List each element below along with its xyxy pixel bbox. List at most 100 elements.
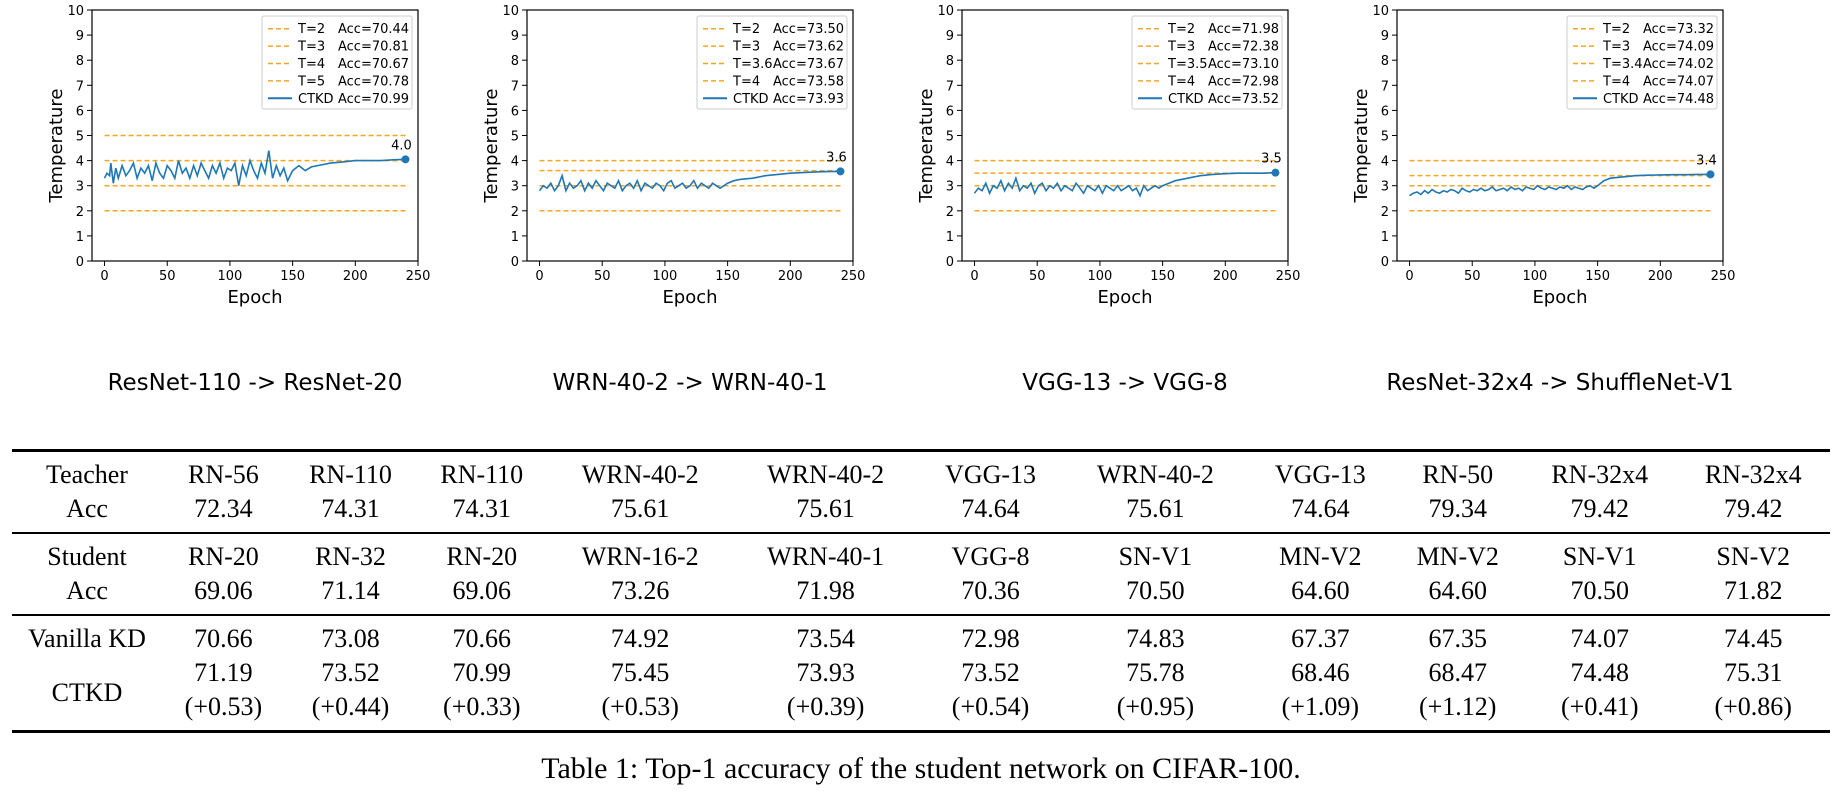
table-cell: RN-56 xyxy=(188,460,259,489)
table-cell: (+0.33) xyxy=(443,692,521,721)
table-cell: 74.64 xyxy=(1291,494,1350,523)
x-tick-label: 200 xyxy=(1648,269,1673,284)
chart-legend: T=2 Acc=73.50 T=3 Acc=73.62T=3.6 Acc=73.67 T=… xyxy=(696,15,848,110)
y-tick-label: 1 xyxy=(946,230,954,245)
x-tick-label: 250 xyxy=(1276,269,1301,284)
table-cell: RN-20 xyxy=(446,542,518,571)
table-cell: 73.26 xyxy=(610,576,670,605)
x-tick-label: 0 xyxy=(100,269,108,284)
ctkd-end-label: 4.0 xyxy=(391,138,412,153)
legend-threshold-acc: Acc=73.62 xyxy=(773,40,844,55)
table-cell: 64.60 xyxy=(1428,576,1487,605)
y-tick-label: 7 xyxy=(511,79,519,94)
y-axis-label: Temperature xyxy=(46,88,67,203)
legend-threshold-acc: Acc=73.50 xyxy=(773,22,844,37)
chart-svg: 3.6 0 50 100 150 200 250 0 1 2 3 4 5 6 7 8 9 10 Epoch Tempe… xyxy=(481,4,866,308)
row-header: Acc xyxy=(66,576,108,605)
table-cell: (+1.09) xyxy=(1281,692,1360,721)
legend-threshold-acc: Acc=72.38 xyxy=(1208,40,1279,55)
table-cell: 70.99 xyxy=(452,658,512,687)
chart-panel-1: 4.0 0 50 100 150 200 250 0 1 2 3 4 5 6 7 8 9 10 Epoch Tempe… xyxy=(10,0,460,420)
table-cell: WRN-40-2 xyxy=(581,460,699,489)
y-tick-label: 6 xyxy=(76,104,84,119)
x-tick-label: 200 xyxy=(343,269,368,284)
ctkd-end-label: 3.5 xyxy=(1261,152,1282,167)
y-tick-label: 5 xyxy=(946,130,954,145)
table-cell: 72.98 xyxy=(961,624,1020,653)
y-tick-label: 5 xyxy=(76,130,84,145)
y-tick-label: 5 xyxy=(511,130,519,145)
table-cell: MN-V2 xyxy=(1279,542,1362,571)
legend-threshold-acc: Acc=73.10 xyxy=(1208,57,1279,72)
legend-threshold-label: T=5 xyxy=(297,74,325,89)
y-tick-label: 7 xyxy=(1381,79,1389,94)
legend-threshold-label: T=2 xyxy=(297,22,325,37)
ctkd-series-line xyxy=(103,150,406,186)
table-row: Acc 72.34 74.31 74.31 75.61 75.61 74.64 75.61 74… xyxy=(12,492,1830,533)
x-tick-label: 150 xyxy=(1150,269,1175,284)
ctkd-end-point xyxy=(1271,168,1280,177)
legend-threshold-acc: Acc=73.58 xyxy=(773,74,844,89)
y-tick-label: 4 xyxy=(1381,155,1389,170)
y-tick-label: 10 xyxy=(1372,4,1389,19)
table-cell: (+0.95) xyxy=(1116,692,1195,721)
x-tick-label: 250 xyxy=(1711,269,1736,284)
x-tick-label: 250 xyxy=(406,269,431,284)
legend-threshold-label: T=2 xyxy=(1602,22,1630,37)
y-tick-label: 5 xyxy=(1381,130,1389,145)
table-cell: 74.83 xyxy=(1126,624,1185,653)
table-cell: RN-110 xyxy=(440,460,524,489)
legend-threshold-label: T=2 xyxy=(732,22,760,37)
table-cell: 69.06 xyxy=(194,576,253,605)
x-tick-label: 50 xyxy=(1029,269,1046,284)
table-group: Vanilla KD 70.66 73.08 70.66 74.92 73.54 72.98… xyxy=(12,615,1830,732)
table-cell: VGG-13 xyxy=(945,460,1037,489)
table-cell: 73.93 xyxy=(796,658,855,687)
y-tick-label: 4 xyxy=(946,155,954,170)
table-cell: SN-V2 xyxy=(1716,542,1791,571)
results-table-container: Teacher RN-56 RN-110 RN-110 WRN-40-2 WRN-40-2… xyxy=(12,449,1830,733)
y-tick-label: 7 xyxy=(76,79,84,94)
x-axis-label: Epoch xyxy=(1532,287,1587,308)
y-tick-label: 8 xyxy=(1381,54,1389,69)
legend-threshold-acc: Acc=70.78 xyxy=(338,74,409,89)
table-cell: 79.34 xyxy=(1428,494,1487,523)
table-cell: MN-V2 xyxy=(1416,542,1499,571)
legend-threshold-label: T=3 xyxy=(1602,40,1630,55)
table-cell: 68.47 xyxy=(1428,658,1487,687)
x-tick-label: 100 xyxy=(1523,269,1548,284)
table-cell: 75.45 xyxy=(610,658,670,687)
table-cell: (+0.53) xyxy=(601,692,679,721)
table-cell: 79.42 xyxy=(1723,494,1783,523)
x-tick-label: 250 xyxy=(841,269,866,284)
legend-threshold-label: T=3 xyxy=(1167,40,1195,55)
table-cell: 75.31 xyxy=(1723,658,1783,687)
chart-title: ResNet-32x4 -> ShuffleNet-V1 xyxy=(1386,370,1734,396)
table-cell: 74.07 xyxy=(1570,624,1629,653)
legend-threshold-acc: Acc=74.02 xyxy=(1643,57,1714,72)
row-header: CTKD xyxy=(51,678,123,707)
table-cell: 71.82 xyxy=(1723,576,1783,605)
legend-box xyxy=(696,15,848,110)
legend-ctkd-acc: Acc=73.52 xyxy=(1208,92,1279,107)
legend-ctkd-label: CTKD xyxy=(298,92,334,107)
legend-threshold-acc: Acc=73.32 xyxy=(1643,22,1714,37)
table-cell: RN-50 xyxy=(1422,460,1494,489)
legend-box xyxy=(261,15,413,110)
results-table: Teacher RN-56 RN-110 RN-110 WRN-40-2 WRN-40-2… xyxy=(12,449,1830,733)
x-tick-label: 50 xyxy=(594,269,611,284)
chart-panel-2: 3.6 0 50 100 150 200 250 0 1 2 3 4 5 6 7 8 9 10 Epoch Tempe… xyxy=(445,0,895,420)
table-cell: (+0.86) xyxy=(1714,692,1792,721)
chart-title: WRN-40-2 -> WRN-40-1 xyxy=(552,370,828,396)
legend-ctkd-acc: Acc=73.93 xyxy=(773,92,844,107)
table-row: Student RN-20 RN-32 RN-20 WRN-16-2 WRN-40-1 VG… xyxy=(12,533,1830,574)
legend-threshold-label: T=3 xyxy=(732,40,760,55)
ctkd-series-line xyxy=(1409,173,1711,197)
y-tick-label: 2 xyxy=(1381,205,1389,220)
table-cell: 75.61 xyxy=(610,494,670,523)
legend-threshold-acc: Acc=72.98 xyxy=(1208,74,1279,89)
y-tick-label: 3 xyxy=(511,180,519,195)
x-tick-label: 100 xyxy=(653,269,678,284)
y-tick-label: 6 xyxy=(1381,104,1389,119)
legend-threshold-acc: Acc=71.98 xyxy=(1208,22,1279,37)
